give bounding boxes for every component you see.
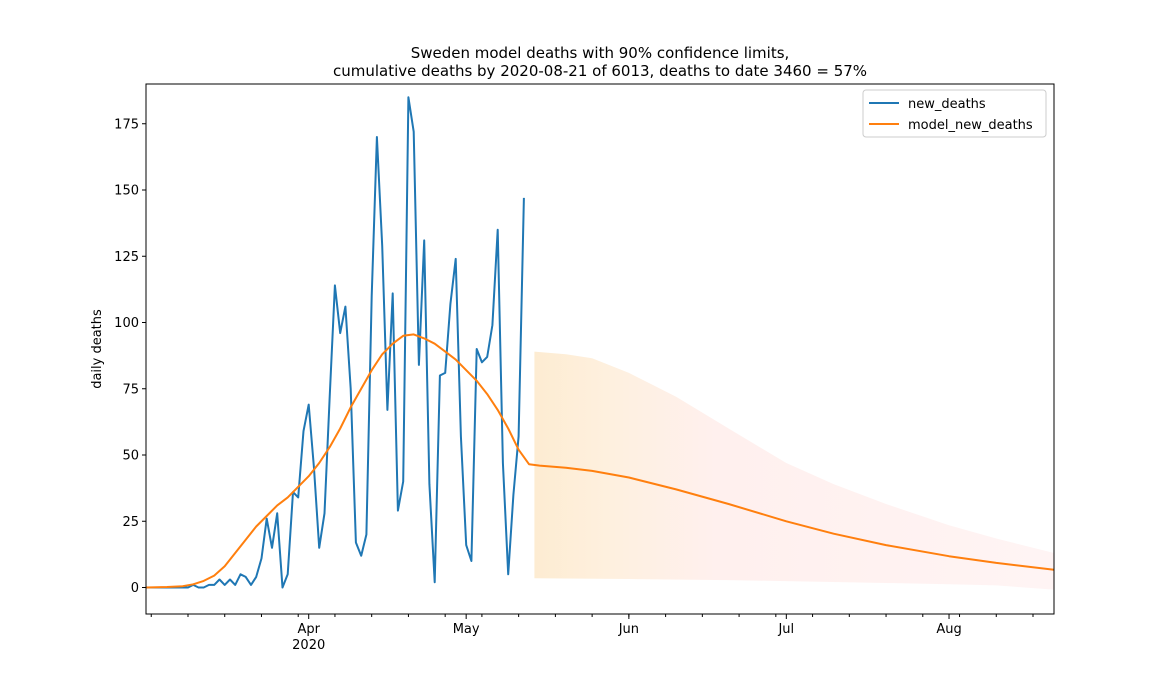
y-tick-label: 175 xyxy=(114,117,139,132)
x-tick-label: Jul xyxy=(777,622,794,637)
y-axis: 0 25 50 75 100 125 150 175 xyxy=(114,117,146,596)
plot-frame xyxy=(145,83,1055,615)
series-line-model-new-deaths xyxy=(146,333,1054,589)
confidence-band xyxy=(534,351,1054,590)
x-tick-label: May xyxy=(453,622,480,637)
y-tick-label: 0 xyxy=(131,581,139,596)
y-tick-label: 75 xyxy=(122,382,139,397)
x-tick-label: Apr xyxy=(297,622,320,637)
y-tick-label: 150 xyxy=(114,184,139,199)
legend-frame xyxy=(862,89,1047,138)
x-tick-label: Jun xyxy=(618,622,639,637)
y-axis-label: daily deaths xyxy=(90,309,105,389)
series-line-new-deaths xyxy=(146,96,525,589)
y-tick-label: 125 xyxy=(114,250,139,265)
chart-title-line-1: Sweden model deaths with 90% confidence … xyxy=(411,44,790,62)
chart-title: Sweden model deaths with 90% confidence … xyxy=(333,44,867,80)
chart-title-line-2: cumulative deaths by 2020-08-21 of 6013,… xyxy=(333,62,867,80)
y-tick-label: 25 xyxy=(122,515,139,530)
series-layer xyxy=(146,96,1054,589)
y-tick-label: 50 xyxy=(122,449,139,464)
x-tick-sublabel: 2020 xyxy=(292,638,325,653)
legend-label-new-deaths: new_deaths xyxy=(908,97,986,112)
y-tick-label: 100 xyxy=(114,316,139,331)
legend-label-model-new-deaths: model_new_deaths xyxy=(908,118,1033,133)
x-tick-label: Aug xyxy=(936,622,961,637)
legend: new_deaths model_new_deaths xyxy=(862,89,1047,138)
confidence-band-layer xyxy=(534,351,1054,590)
